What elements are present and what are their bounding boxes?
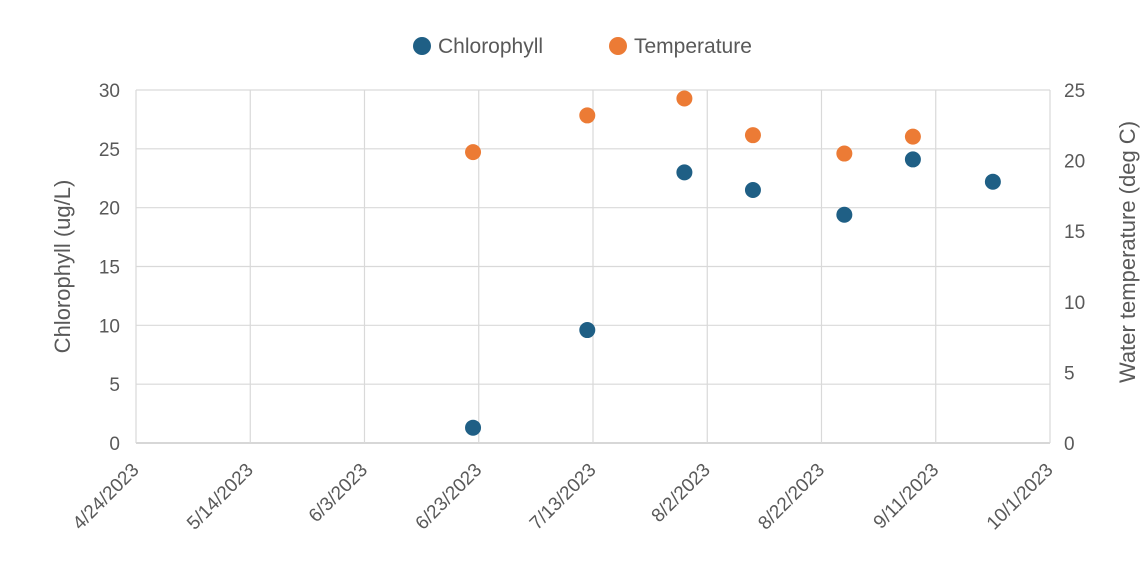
legend-label-temperature: Temperature <box>634 35 752 58</box>
temperature-point <box>579 107 596 124</box>
x-tick-label: 4/24/2023 <box>69 460 144 535</box>
x-tick-label: 8/2/2023 <box>648 460 715 527</box>
x-tick-label: 7/13/2023 <box>526 460 601 535</box>
temperature-point <box>744 127 761 144</box>
x-tick-label: 6/23/2023 <box>412 460 487 535</box>
y-left-tick-label: 10 <box>99 316 120 337</box>
y-left-tick-label: 5 <box>109 375 120 396</box>
y-right-tick-label: 20 <box>1064 152 1085 173</box>
chlorophyll-point <box>465 419 482 436</box>
y-right-tick-label: 5 <box>1064 363 1075 384</box>
x-tick-label: 5/14/2023 <box>183 460 258 535</box>
y-left-tick-label: 0 <box>109 434 120 455</box>
x-tick-label: 10/1/2023 <box>983 460 1058 535</box>
chlorophyll-point <box>744 182 761 199</box>
legend-label-chlorophyll: Chlorophyll <box>438 35 543 58</box>
y-left-tick-label: 25 <box>99 140 120 161</box>
y-right-axis-title: Water temperature (deg C) <box>1115 121 1140 383</box>
y-left-tick-label: 30 <box>99 81 120 102</box>
chlorophyll-point <box>676 164 693 181</box>
chlorophyll-point <box>904 151 921 168</box>
y-right-tick-label: 25 <box>1064 81 1085 102</box>
x-tick-label: 9/11/2023 <box>870 460 944 534</box>
y-left-axis-title: Chlorophyll (ug/L) <box>50 180 75 354</box>
chlorophyll-point <box>579 322 596 339</box>
temperature-point <box>465 144 482 161</box>
y-left-tick-label: 20 <box>99 199 120 220</box>
x-tick-label: 8/22/2023 <box>754 460 829 535</box>
chlorophyll-point <box>984 173 1001 190</box>
y-left-tick-label: 15 <box>99 258 120 279</box>
y-right-tick-label: 10 <box>1064 293 1085 314</box>
temperature-point <box>904 128 921 145</box>
chlorophyll-point <box>836 206 853 223</box>
y-right-tick-label: 0 <box>1064 434 1075 455</box>
temperature-point <box>836 145 853 162</box>
temperature-point <box>676 90 693 107</box>
x-tick-label: 6/3/2023 <box>305 460 372 527</box>
legend-marker-chlorophyll <box>413 37 431 55</box>
legend-marker-temperature <box>609 37 627 55</box>
y-right-tick-label: 15 <box>1064 222 1085 243</box>
